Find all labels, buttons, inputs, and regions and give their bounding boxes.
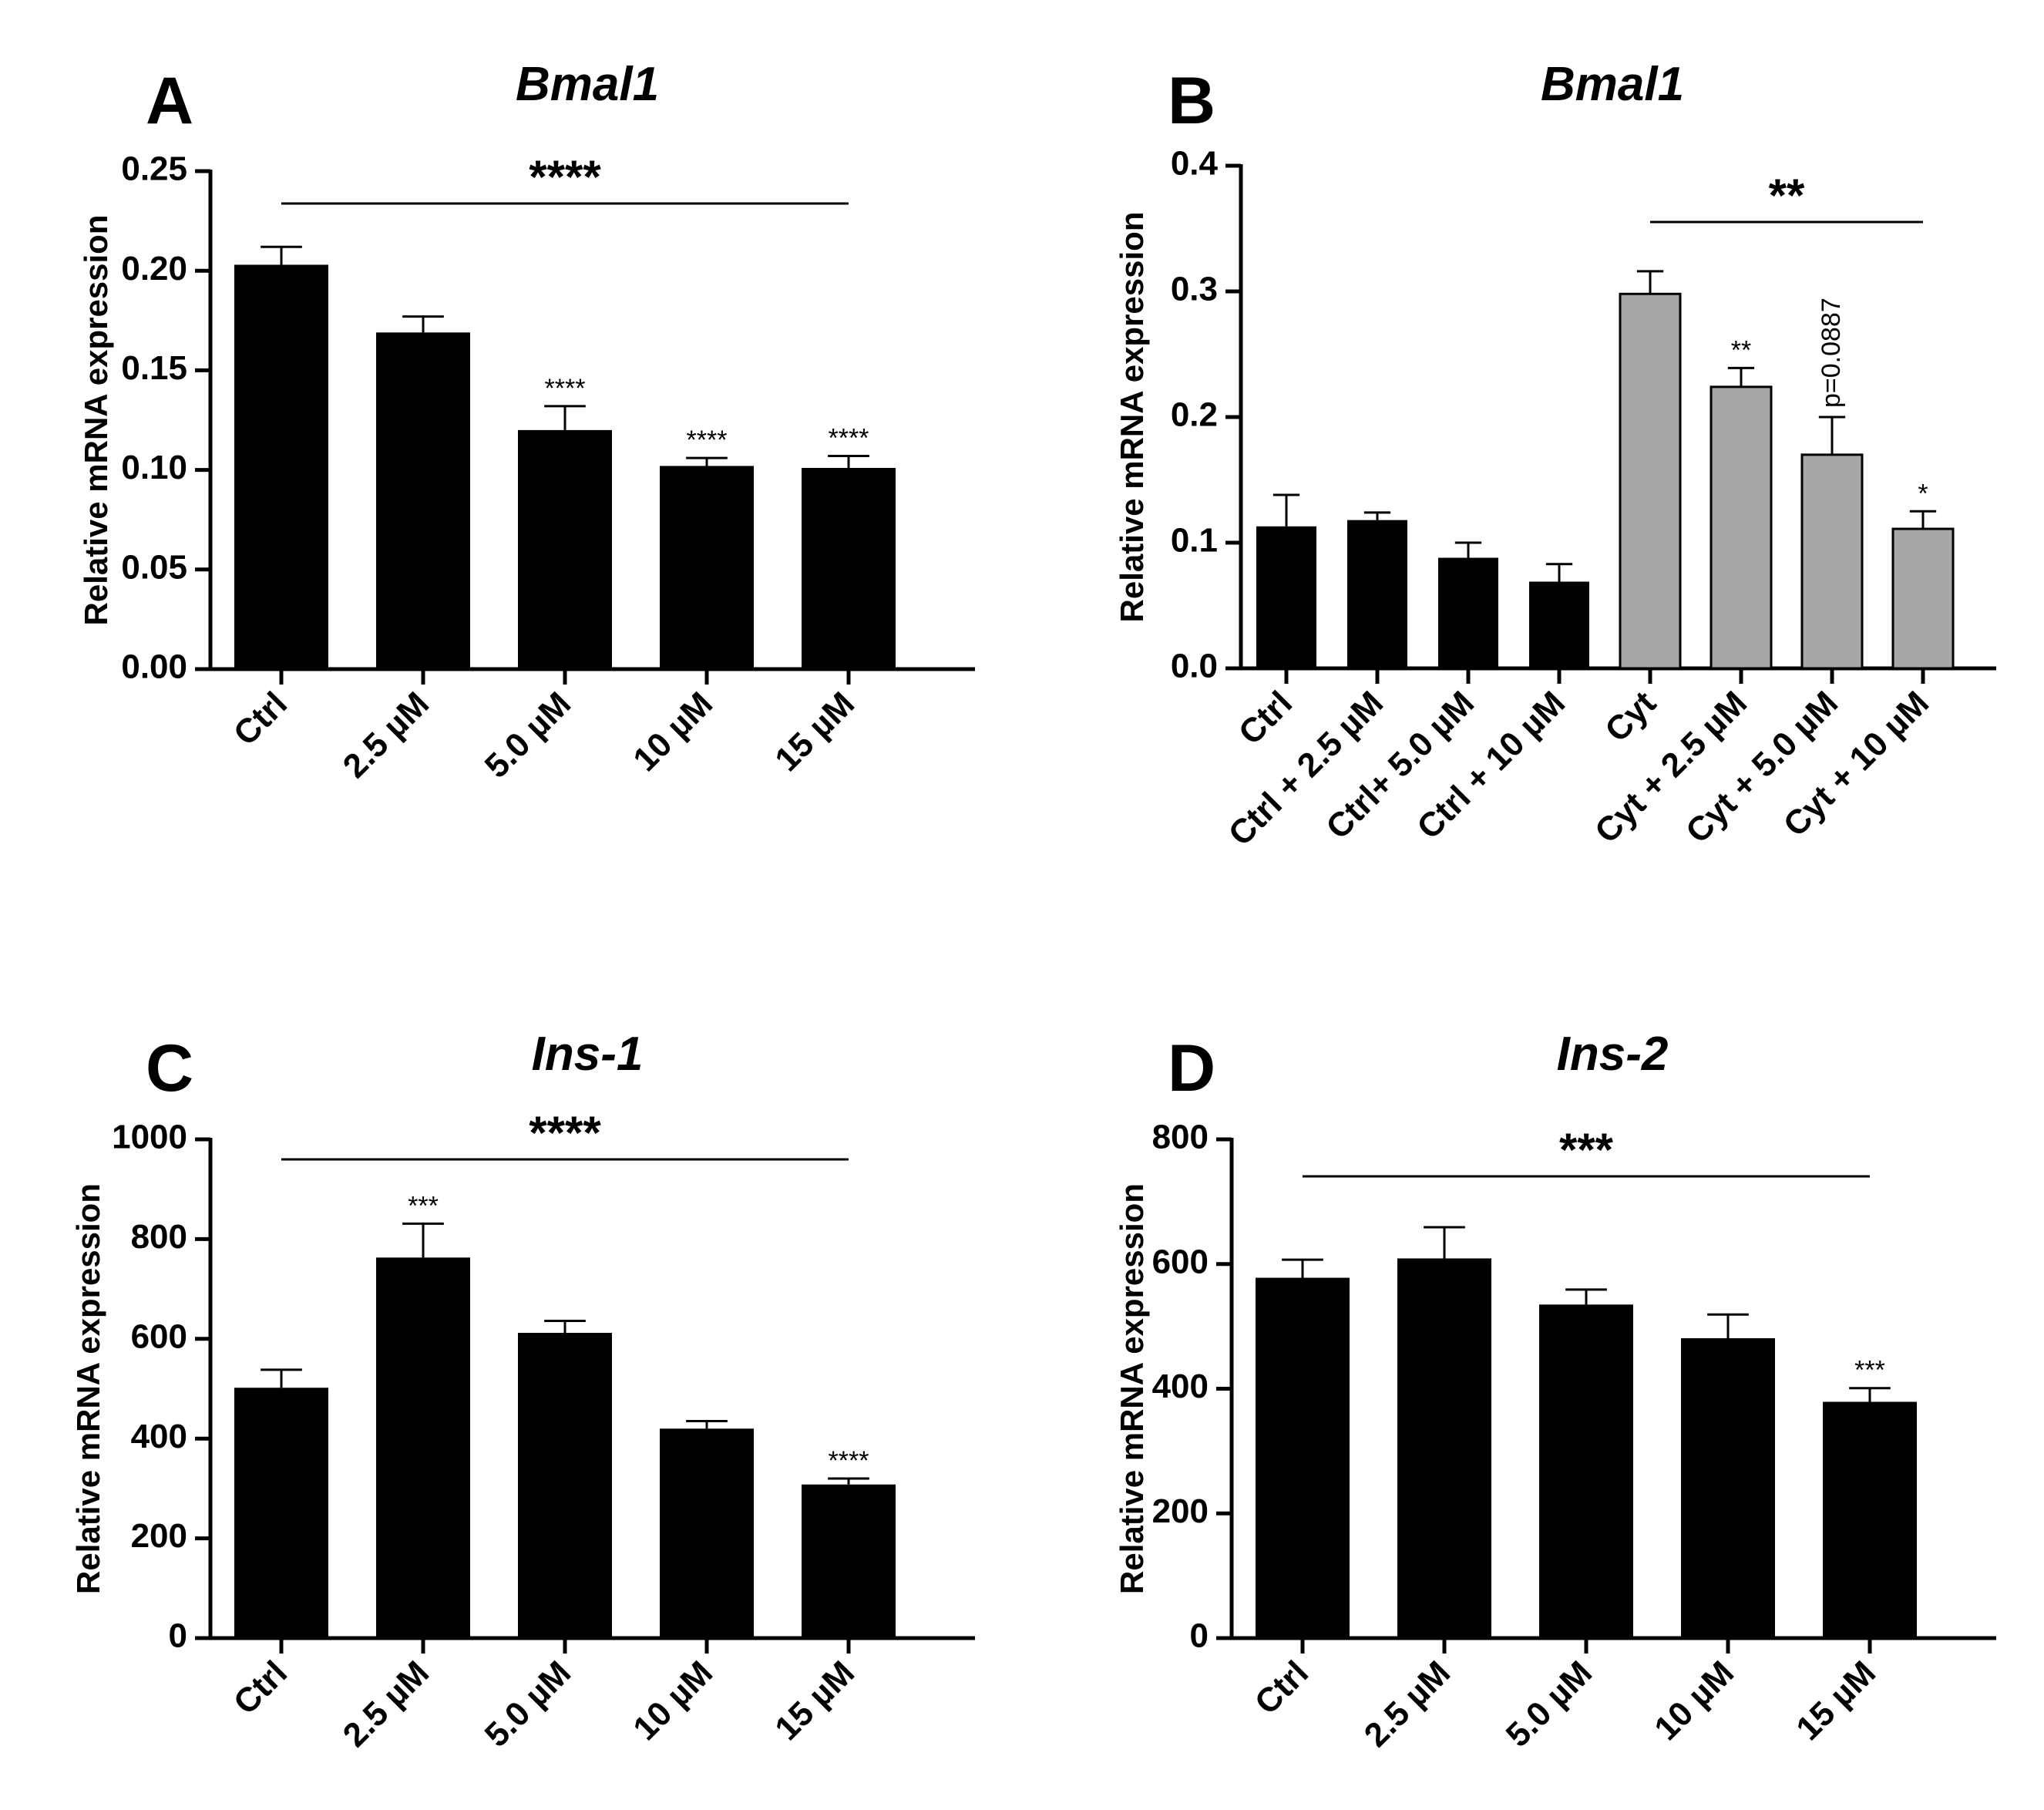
bar <box>1891 527 1955 670</box>
significance-stars: **** <box>829 424 869 453</box>
bar <box>1823 1401 1917 1638</box>
y-tick-label: 1000 <box>112 1119 187 1156</box>
bar <box>1256 526 1316 668</box>
bracket-stars: **** <box>529 151 601 203</box>
bar <box>1681 1337 1775 1638</box>
bar <box>234 264 328 669</box>
y-tick-label: 400 <box>131 1418 187 1455</box>
x-tick-label: 15 µM <box>768 1654 862 1748</box>
bar <box>234 1388 328 1638</box>
significance-stars: *** <box>1854 1356 1885 1385</box>
y-tick-label: 600 <box>1152 1243 1209 1280</box>
chart-title: Ins-1 <box>532 1028 644 1081</box>
x-tick-label: 5.0 µM <box>478 1654 578 1754</box>
bar <box>1347 520 1407 668</box>
significance-stars: **** <box>829 1446 869 1475</box>
chart-title: Bmal1 <box>1541 58 1684 111</box>
bar <box>1619 292 1682 670</box>
y-tick-label: 400 <box>1152 1368 1209 1405</box>
significance-stars: * <box>1918 479 1928 508</box>
y-tick-label: 0.15 <box>121 349 187 387</box>
y-axis-label: Relative mRNA expression <box>1114 1183 1150 1594</box>
y-tick-label: 800 <box>1152 1119 1209 1156</box>
bar <box>660 466 754 669</box>
significance-stars: *** <box>408 1191 439 1220</box>
panel-c: C Ins-1 Relative mRNA expression 0 200 400 600… <box>70 1028 975 1754</box>
panel-b: B Bmal1 Relative mRNA expression 0.0 0.1 0.2 0… <box>1114 58 1996 853</box>
bracket-stars: *** <box>1559 1124 1614 1176</box>
x-tick-label: 10 µM <box>626 685 720 779</box>
y-tick-label: 0 <box>1190 1617 1209 1655</box>
y-tick-label: 0.0 <box>1171 648 1218 685</box>
y-tick-label: 0.00 <box>121 648 187 686</box>
x-tick-label: 5.0 µM <box>1499 1654 1599 1754</box>
y-tick-label: 600 <box>131 1317 187 1355</box>
panel-letter: A <box>146 64 193 138</box>
y-tick-label: 0.25 <box>121 150 187 188</box>
bar <box>376 1257 470 1638</box>
y-tick-label: 200 <box>131 1517 187 1555</box>
y-tick-label: 0.3 <box>1171 271 1218 308</box>
chart-title: Ins-2 <box>1557 1028 1669 1081</box>
x-tick-label: 10 µM <box>626 1654 720 1748</box>
x-tick-label: 2.5 µM <box>1357 1654 1457 1754</box>
panel-d: D Ins-2 Relative mRNA expression 0 200 400 600… <box>1114 1028 1996 1754</box>
x-tick-label: 2.5 µM <box>336 1654 436 1754</box>
x-tick-label: 15 µM <box>1789 1654 1883 1748</box>
bar <box>1539 1304 1633 1638</box>
y-tick-label: 800 <box>131 1218 187 1256</box>
bar <box>518 429 612 669</box>
x-tick-label: Ctrl <box>227 685 294 752</box>
p-value-annotation: p=0.0887 <box>1817 298 1846 408</box>
y-tick-label: 0.20 <box>121 250 187 288</box>
x-tick-label: 15 µM <box>768 685 862 779</box>
bar <box>1397 1258 1491 1638</box>
y-tick-label: 0.1 <box>1171 522 1218 560</box>
panel-letter: D <box>1168 1031 1215 1105</box>
significance-stars: **** <box>687 426 728 455</box>
panel-letter: B <box>1168 64 1215 138</box>
bar <box>1800 453 1864 670</box>
bar <box>1256 1277 1350 1638</box>
significance-stars: **** <box>545 374 586 403</box>
bar <box>660 1428 754 1638</box>
x-tick-label: Ctrl <box>1248 1654 1316 1721</box>
x-tick-label: 5.0 µM <box>478 685 578 785</box>
bracket-stars: **** <box>529 1107 601 1159</box>
y-tick-label: 0.4 <box>1171 145 1219 183</box>
y-axis-label: Relative mRNA expression <box>1114 212 1150 623</box>
x-tick-label: 2.5 µM <box>336 685 436 785</box>
y-tick-label: 0.2 <box>1171 396 1218 434</box>
bar <box>1438 557 1498 668</box>
bar <box>1709 385 1773 670</box>
y-axis-label: Relative mRNA expression <box>70 1183 106 1594</box>
bar <box>802 1484 896 1638</box>
y-tick-label: 0.10 <box>121 449 187 486</box>
panel-letter: C <box>146 1031 193 1105</box>
x-tick-label: Ctrl <box>227 1654 294 1721</box>
bar <box>376 332 470 669</box>
bracket-stars: ** <box>1769 170 1805 221</box>
y-tick-label: 200 <box>1152 1492 1209 1530</box>
x-tick-label: Ctrl <box>1232 684 1299 752</box>
significance-stars: ** <box>1731 335 1751 365</box>
bar <box>802 468 896 669</box>
x-tick-label: 10 µM <box>1647 1654 1741 1748</box>
y-axis-label: Relative mRNA expression <box>78 215 114 626</box>
x-tick-label: Cyt <box>1598 684 1663 749</box>
y-tick-label: 0 <box>169 1617 187 1655</box>
bar <box>1529 581 1589 668</box>
bar <box>518 1333 612 1638</box>
chart-title: Bmal1 <box>516 58 659 111</box>
y-tick-label: 0.05 <box>121 548 187 586</box>
